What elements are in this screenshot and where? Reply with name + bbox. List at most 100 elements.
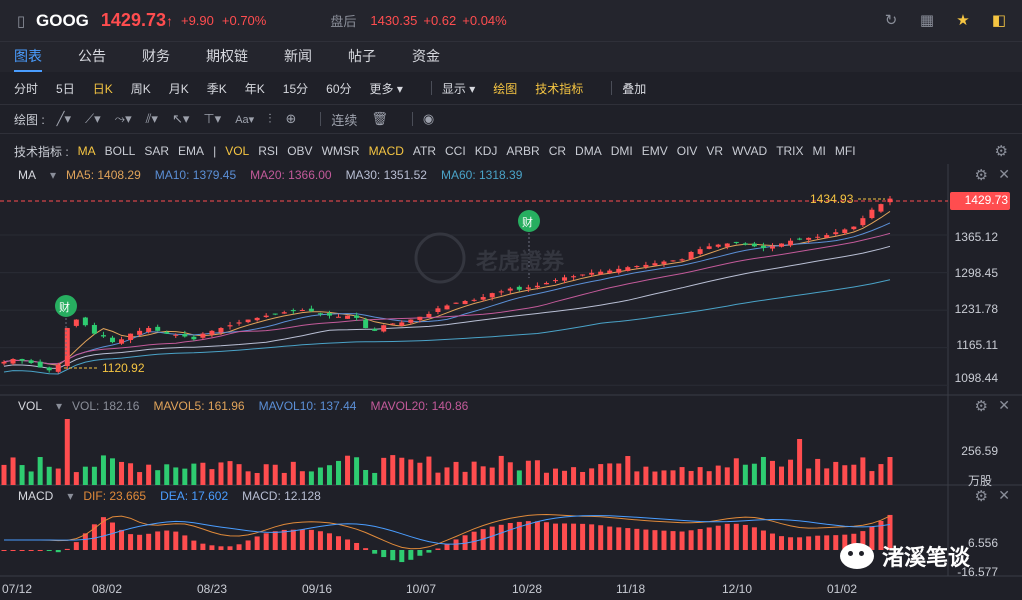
line-tool-icon[interactable]: ╱▾ xyxy=(56,111,72,126)
wave-tool-icon[interactable]: ⤳▾ xyxy=(114,111,132,126)
ind-arbr[interactable]: ARBR xyxy=(506,144,540,158)
panel-toggle-icon[interactable]: ▯ xyxy=(16,12,26,30)
eye-icon[interactable]: ◉ xyxy=(422,111,435,126)
measure-tool-icon[interactable]: ⫶ xyxy=(268,111,272,126)
event-badge-icon[interactable] xyxy=(55,295,77,317)
macd-bar xyxy=(128,534,134,550)
tab-capital[interactable]: 资金 xyxy=(412,48,440,64)
trash-icon[interactable]: 🗑 xyxy=(371,111,388,126)
ind-mi[interactable]: MI xyxy=(812,144,826,158)
period-quarterly[interactable]: 季K xyxy=(206,81,227,96)
draw-toggle[interactable]: 绘图 xyxy=(493,81,518,96)
ind-wmsr[interactable]: WMSR xyxy=(321,144,360,158)
volume-bar xyxy=(336,460,342,485)
macd-bar xyxy=(64,548,70,550)
ind-rsi[interactable]: RSI xyxy=(258,144,279,158)
refresh-icon[interactable]: ↻ xyxy=(884,12,898,29)
current-price-tag xyxy=(950,192,1010,210)
close-icon[interactable]: ✕ xyxy=(998,397,1010,413)
ma-legend-name[interactable]: MA xyxy=(18,168,36,182)
candle-body xyxy=(263,315,269,318)
zoom-tool-icon[interactable]: ⊕ xyxy=(285,111,297,126)
volume-bar xyxy=(489,467,495,485)
ind-oiv[interactable]: OIV xyxy=(676,144,698,158)
grid-icon[interactable]: ▦ xyxy=(919,12,935,29)
macd-value: MACD: 12.128 xyxy=(242,489,321,503)
tab-announcements[interactable]: 公告 xyxy=(78,48,106,64)
ind-ema[interactable]: EMA xyxy=(178,144,205,158)
ind-trix[interactable]: TRIX xyxy=(776,144,804,158)
period-intraday[interactable]: 分时 xyxy=(14,81,39,96)
indicator-bar: 技术指标 : MA BOLL SAR EMA | VOL RSI OBV WMS… xyxy=(0,140,1022,162)
vol-axis-value: 256.59 xyxy=(961,444,998,458)
period-daily[interactable]: 日K xyxy=(92,81,113,96)
ind-atr[interactable]: ATR xyxy=(412,144,437,158)
vol-legend-name[interactable]: VOL xyxy=(18,399,43,413)
chevron-down-icon[interactable]: ▾ xyxy=(67,489,74,503)
ind-vr[interactable]: VR xyxy=(706,144,724,158)
ind-boll[interactable]: BOLL xyxy=(104,144,136,158)
ind-emv[interactable]: EMV xyxy=(641,144,668,158)
close-icon[interactable]: ✕ xyxy=(998,487,1010,503)
ind-ma[interactable]: MA xyxy=(77,144,96,158)
last-price: 1429.73↑ xyxy=(100,10,173,30)
ind-cci[interactable]: CCI xyxy=(445,144,466,158)
dea-line xyxy=(4,515,891,545)
polyline-tool-icon[interactable]: ⟋▾ xyxy=(85,111,101,126)
macd-legend-name[interactable]: MACD xyxy=(18,489,54,503)
macd-bar xyxy=(254,536,260,550)
level-tool-icon[interactable]: ⊤▾ xyxy=(203,111,222,126)
continuous-toggle[interactable]: 连续 xyxy=(331,112,358,128)
tab-posts[interactable]: 帖子 xyxy=(348,48,376,64)
ind-sar[interactable]: SAR xyxy=(144,144,170,158)
ind-vol[interactable]: VOL xyxy=(225,144,250,158)
period-5d[interactable]: 5日 xyxy=(56,81,75,96)
ma-settings-icon[interactable]: ⚙ xyxy=(974,167,988,184)
indicator-settings-icon[interactable]: ⚙ xyxy=(994,143,1008,160)
channel-tool-icon[interactable]: ⫽▾ xyxy=(145,111,158,126)
candle-body xyxy=(706,246,712,249)
close-icon[interactable]: ✕ xyxy=(998,166,1010,182)
arrow-tool-icon[interactable]: ↖▾ xyxy=(171,111,190,126)
candle-body xyxy=(489,293,495,298)
ind-dmi[interactable]: DMI xyxy=(610,144,633,158)
ind-mfi[interactable]: MFI xyxy=(834,144,856,158)
period-60min[interactable]: 60分 xyxy=(326,81,352,96)
ind-dma[interactable]: DMA xyxy=(575,144,602,158)
price-axis-label: 1098.44 xyxy=(954,371,998,385)
ind-wvad[interactable]: WVAD xyxy=(732,144,768,158)
tab-options[interactable]: 期权链 xyxy=(206,48,248,64)
event-badge-icon[interactable] xyxy=(518,210,540,232)
ind-kdj[interactable]: KDJ xyxy=(474,144,498,158)
period-weekly[interactable]: 周K xyxy=(130,81,151,96)
sidebar-icon[interactable]: ◧ xyxy=(991,12,1007,29)
display-menu[interactable]: 显示 ▾ xyxy=(441,81,476,96)
chevron-down-icon[interactable]: ▾ xyxy=(50,168,57,182)
ind-obv[interactable]: OBV xyxy=(287,144,313,158)
volume-bar xyxy=(209,469,215,485)
candle-body xyxy=(571,276,577,278)
indicator-toggle[interactable]: 技术指标 xyxy=(535,81,584,96)
tab-news[interactable]: 新闻 xyxy=(284,48,312,64)
volume-bar xyxy=(290,461,296,485)
period-monthly[interactable]: 月K xyxy=(168,81,189,96)
period-more[interactable]: 更多 ▾ xyxy=(369,81,403,96)
candle-body xyxy=(317,313,323,315)
tab-financials[interactable]: 财务 xyxy=(142,48,170,64)
ma60-line xyxy=(3,279,891,375)
macd-settings-icon[interactable]: ⚙ xyxy=(974,488,988,505)
period-yearly[interactable]: 年K xyxy=(244,81,265,96)
text-tool-icon[interactable]: Aa▾ xyxy=(235,113,255,126)
chevron-down-icon[interactable]: ▾ xyxy=(56,399,63,413)
ind-macd[interactable]: MACD xyxy=(368,144,404,158)
vol-settings-icon[interactable]: ⚙ xyxy=(974,398,988,415)
tab-chart[interactable]: 图表 xyxy=(14,42,42,72)
period-15min[interactable]: 15分 xyxy=(282,81,309,96)
overlay-toggle[interactable]: 叠加 xyxy=(622,81,647,96)
volume-bar xyxy=(715,465,721,485)
macd-bar xyxy=(453,539,459,550)
volume-bar xyxy=(91,466,97,485)
star-icon[interactable]: ★ xyxy=(956,12,970,29)
ind-cr[interactable]: CR xyxy=(548,144,567,158)
